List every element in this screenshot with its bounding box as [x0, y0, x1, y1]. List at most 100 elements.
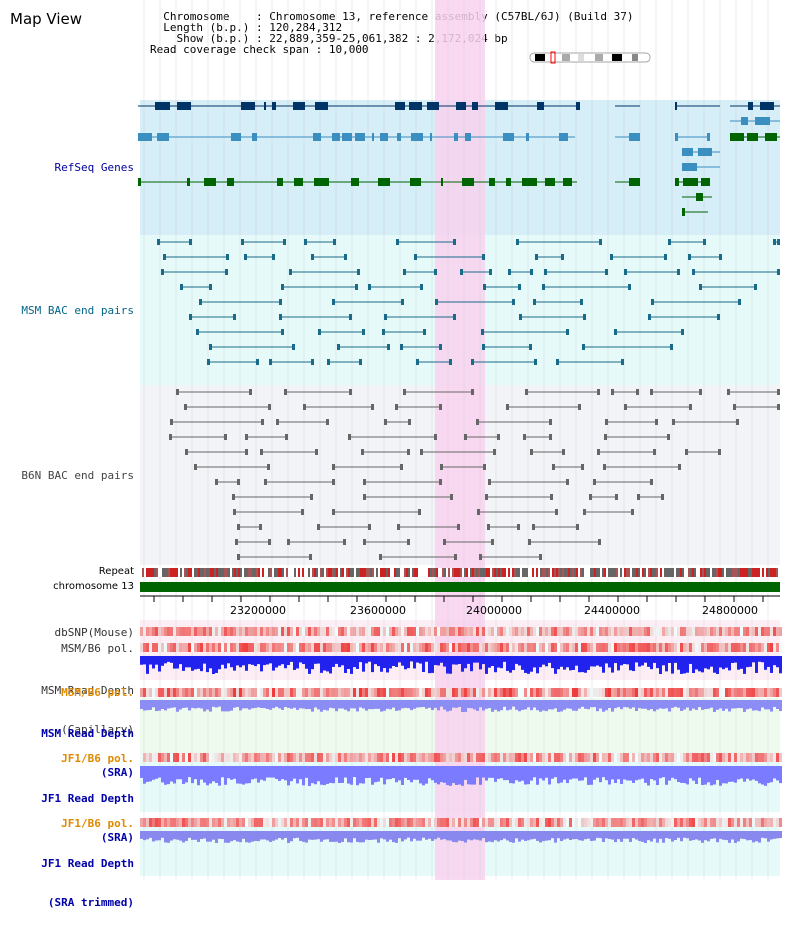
depth-bar [644, 700, 647, 709]
depth-bar [149, 831, 152, 838]
depth-bar [359, 656, 362, 663]
depth-bar [557, 656, 560, 670]
track-label-chromosome[interactable]: chromosome 13 [53, 581, 134, 592]
bac-end [562, 449, 565, 455]
heat-mark [263, 688, 266, 697]
depth-bar [185, 700, 188, 708]
heat-mark [161, 818, 164, 827]
repeat-mark [738, 568, 740, 577]
depth-bar [194, 831, 197, 840]
track-label-dbsnp[interactable]: dbSNP(Mouse) [54, 626, 134, 639]
heat-mark [197, 818, 200, 827]
heat-mark [365, 627, 368, 636]
track-label-jf1-read-depth-sra-trimmed[interactable]: JF1 Read Depth (SRA trimmed) [41, 857, 134, 909]
depth-bar [440, 766, 443, 783]
repeat-mark [294, 568, 296, 577]
depth-bar [680, 656, 683, 674]
heat-mark [719, 627, 722, 636]
depth-bar [515, 700, 518, 710]
depth-bar [344, 700, 347, 710]
heat-mark [650, 818, 653, 827]
heat-mark [593, 753, 596, 762]
heat-mark [410, 688, 413, 697]
heat-mark [728, 627, 731, 636]
heat-mark [695, 643, 698, 652]
depth-bar [539, 831, 542, 843]
heat-mark [491, 753, 494, 762]
heat-mark [242, 643, 245, 652]
bac-end [332, 509, 335, 515]
heat-mark [569, 818, 572, 827]
repeat-mark [228, 568, 230, 577]
depth-bar [686, 831, 689, 839]
heat-mark [194, 627, 197, 636]
heat-mark [287, 688, 290, 697]
depth-bar [374, 700, 377, 709]
heat-mark [464, 753, 467, 762]
bac-end [460, 269, 463, 275]
heat-mark [767, 753, 770, 762]
heat-mark [635, 627, 638, 636]
depth-bar [308, 700, 311, 710]
heat-mark [362, 753, 365, 762]
ideogram-band [535, 54, 545, 61]
heat-mark [179, 643, 182, 652]
depth-bar [356, 831, 359, 842]
depth-bar [503, 700, 506, 707]
heat-mark [182, 627, 185, 636]
heat-mark [764, 818, 767, 827]
track-label-msm-b6-pol-2[interactable]: MSM/B6 pol. [61, 686, 134, 699]
repeat-mark [734, 568, 736, 577]
heat-mark [149, 818, 152, 827]
depth-bar [260, 766, 263, 780]
depth-bar [710, 766, 713, 786]
heat-mark [749, 818, 752, 827]
repeat-mark [546, 568, 548, 577]
bac-end [423, 329, 426, 335]
gene-exon [522, 178, 537, 186]
heat-mark [731, 627, 734, 636]
depth-bar [617, 700, 620, 708]
track-label-msm-bac[interactable]: MSM BAC end pairs [21, 304, 134, 317]
depth-bar [656, 766, 659, 786]
heat-mark [437, 753, 440, 762]
track-label-msm-read-depth-capillary[interactable]: MSM Read Depth (Capillary) [41, 684, 134, 736]
heat-mark [452, 818, 455, 827]
depth-bar [182, 700, 185, 708]
bac-end [481, 329, 484, 335]
depth-bar [710, 700, 713, 708]
track-label-repeat[interactable]: Repeat [98, 566, 134, 577]
depth-bar [215, 656, 218, 673]
depth-bar [140, 766, 143, 778]
heat-mark [560, 627, 563, 636]
repeat-mark [770, 568, 772, 577]
track-label-jf1-read-depth-sra[interactable]: JF1 Read Depth (SRA) [41, 792, 134, 844]
track-label-b6n-bac[interactable]: B6N BAC end pairs [21, 469, 134, 482]
gene-exon [698, 148, 712, 156]
track-label-refseq[interactable]: RefSeq Genes [54, 161, 134, 174]
depth-bar [425, 700, 428, 709]
depth-bar [236, 831, 239, 842]
heat-mark [623, 688, 626, 697]
heat-mark [302, 688, 305, 697]
depth-bar [161, 700, 164, 710]
heat-mark [548, 688, 551, 697]
track-label-jf1-b6-pol[interactable]: JF1/B6 pol. [61, 752, 134, 765]
repeat-mark [776, 568, 778, 577]
heat-mark [608, 818, 611, 827]
heat-mark [632, 753, 635, 762]
heat-mark [530, 627, 533, 636]
depth-bar [446, 700, 449, 712]
heat-mark [215, 688, 218, 697]
track-label-msm-b6-pol[interactable]: MSM/B6 pol. [61, 642, 134, 655]
heat-mark [671, 643, 674, 652]
track-label-msm-read-depth-sra[interactable]: MSM Read Depth (SRA) [41, 727, 134, 779]
heat-mark [377, 753, 380, 762]
heat-mark [170, 688, 173, 697]
depth-bar [530, 766, 533, 781]
track-label-jf1-b6-pol-2[interactable]: JF1/B6 pol. [61, 817, 134, 830]
genome-tracks-canvas[interactable]: 23200000 23600000 24000000 24400000 2480… [0, 0, 800, 880]
repeat-mark [506, 568, 508, 577]
depth-bar [509, 766, 512, 784]
gene-exon [227, 178, 234, 186]
